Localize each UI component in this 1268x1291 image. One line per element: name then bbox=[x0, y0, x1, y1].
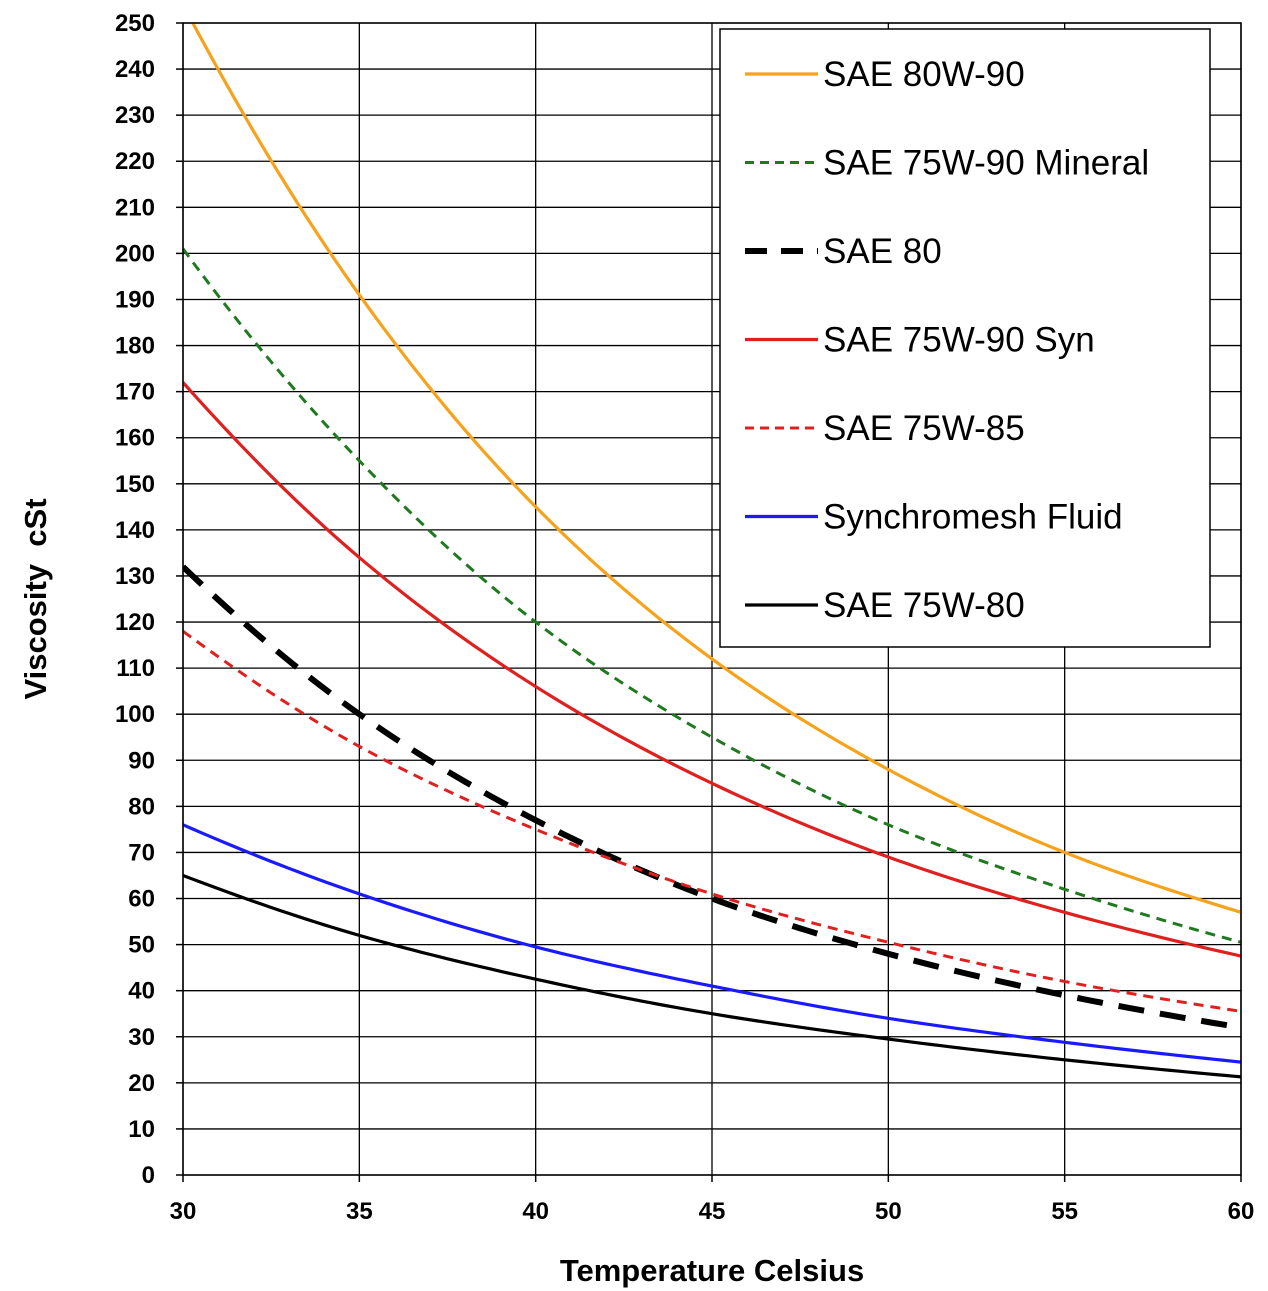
series-line bbox=[183, 381, 1241, 958]
legend-label: SAE 75W-80 bbox=[823, 586, 1025, 625]
legend-item: SAE 75W-80 bbox=[745, 586, 1025, 625]
legend-label: SAE 75W-90 Syn bbox=[823, 321, 1095, 360]
legend-item: SAE 75W-90 Syn bbox=[745, 321, 1095, 360]
y-tick-label: 60 bbox=[128, 886, 155, 913]
series-line bbox=[183, 247, 1241, 944]
y-tick-label: 150 bbox=[115, 471, 155, 498]
y-tick-label: 230 bbox=[115, 102, 155, 129]
x-tick-label: 60 bbox=[1228, 1198, 1255, 1225]
x-axis-ticks: 30 35 40 45 50 55 60 bbox=[170, 1175, 1255, 1225]
y-tick-label: 10 bbox=[128, 1116, 155, 1143]
y-tick-label: 0 bbox=[142, 1162, 155, 1189]
y-tick-label: 210 bbox=[115, 194, 155, 221]
legend: SAE 80W-90 SAE 75W-90 Mineral SAE 80 SAE 75… bbox=[719, 28, 1211, 648]
y-tick-label: 250 bbox=[115, 10, 155, 37]
series-lines bbox=[183, 23, 1241, 1079]
x-tick-label: 55 bbox=[1051, 1198, 1078, 1225]
y-tick-label: 240 bbox=[115, 56, 155, 83]
y-tick-label: 110 bbox=[116, 655, 155, 682]
series-line bbox=[183, 873, 1241, 1079]
legend-label: SAE 80 bbox=[823, 232, 942, 271]
y-tick-label: 190 bbox=[115, 286, 155, 313]
y-tick-label: 20 bbox=[128, 1070, 155, 1097]
series-line bbox=[183, 630, 1241, 1013]
y-tick-label: 80 bbox=[128, 793, 155, 820]
y-tick-label: 90 bbox=[128, 747, 155, 774]
legend-label: SAE 75W-90 Mineral bbox=[823, 144, 1149, 183]
y-axis-title: Viscosity cSt bbox=[18, 498, 53, 699]
series-line bbox=[183, 823, 1241, 1064]
y-tick-label: 160 bbox=[115, 425, 155, 452]
y-tick-label: 100 bbox=[115, 701, 155, 728]
y-tick-label: 180 bbox=[115, 333, 155, 360]
y-tick-label: 70 bbox=[128, 839, 155, 866]
legend-item: SAE 75W-85 bbox=[745, 409, 1025, 448]
series-line bbox=[183, 564, 1241, 1031]
x-tick-label: 30 bbox=[170, 1198, 197, 1225]
series-line bbox=[191, 23, 1241, 914]
y-tick-label: 130 bbox=[115, 563, 155, 590]
legend-label: SAE 80W-90 bbox=[823, 55, 1025, 94]
y-tick-label: 200 bbox=[115, 240, 155, 267]
y-tick-label: 120 bbox=[115, 609, 155, 636]
legend-item: SAE 80 bbox=[745, 232, 942, 271]
legend-item: SAE 75W-90 Mineral bbox=[745, 144, 1149, 183]
legend-item: SAE 80W-90 bbox=[745, 55, 1025, 94]
y-axis-ticks: 0 10 20 30 40 50 60 70 80 90 100 110 120 130 140 150 160… bbox=[115, 10, 183, 1189]
y-tick-label: 50 bbox=[128, 932, 155, 959]
x-tick-label: 45 bbox=[699, 1198, 726, 1225]
y-tick-label: 40 bbox=[128, 978, 155, 1005]
x-tick-label: 40 bbox=[522, 1198, 549, 1225]
legend-item: Synchromesh Fluid bbox=[745, 498, 1123, 537]
x-tick-label: 50 bbox=[875, 1198, 902, 1225]
y-tick-label: 170 bbox=[115, 379, 155, 406]
legend-label: SAE 75W-85 bbox=[823, 409, 1025, 448]
y-tick-label: 140 bbox=[115, 517, 155, 544]
y-tick-label: 220 bbox=[115, 148, 155, 175]
y-tick-label: 30 bbox=[128, 1024, 155, 1051]
x-axis-title: Temperature Celsius bbox=[560, 1253, 864, 1288]
legend-label: Synchromesh Fluid bbox=[823, 498, 1123, 537]
x-tick-label: 35 bbox=[346, 1198, 373, 1225]
